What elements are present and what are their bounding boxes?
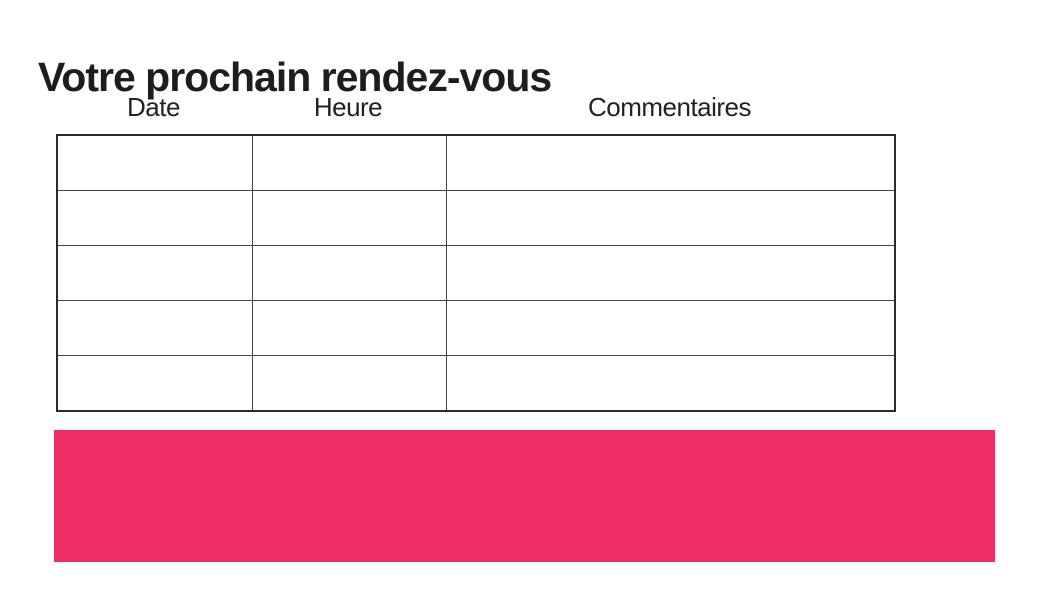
table-cell bbox=[445, 355, 896, 412]
table-cell bbox=[251, 300, 447, 356]
column-header-date: Date bbox=[127, 92, 180, 122]
column-header-commentaires: Commentaires bbox=[587, 92, 752, 122]
table-header-row: Date Heure Commentaires bbox=[56, 92, 894, 122]
column-header-heure: Heure bbox=[313, 92, 383, 122]
table-cell bbox=[56, 245, 253, 301]
table-cell bbox=[251, 190, 447, 246]
table-cell bbox=[445, 190, 896, 246]
table-cell bbox=[56, 300, 253, 356]
table-row bbox=[56, 190, 896, 246]
page-title: Votre prochain rendez-vous bbox=[38, 54, 552, 101]
appointment-table bbox=[56, 134, 896, 412]
table-cell bbox=[251, 355, 447, 412]
table-cell bbox=[56, 134, 253, 191]
table-row bbox=[56, 245, 896, 301]
table-cell bbox=[445, 245, 896, 301]
table-cell bbox=[445, 134, 896, 191]
table-cell bbox=[445, 300, 896, 356]
table-row bbox=[56, 134, 896, 191]
table-row bbox=[56, 300, 896, 356]
highlight-banner bbox=[54, 430, 995, 562]
table-cell bbox=[56, 355, 253, 412]
table-cell bbox=[56, 190, 253, 246]
table-cell bbox=[251, 134, 447, 191]
table-row bbox=[56, 355, 896, 412]
table-cell bbox=[251, 245, 447, 301]
